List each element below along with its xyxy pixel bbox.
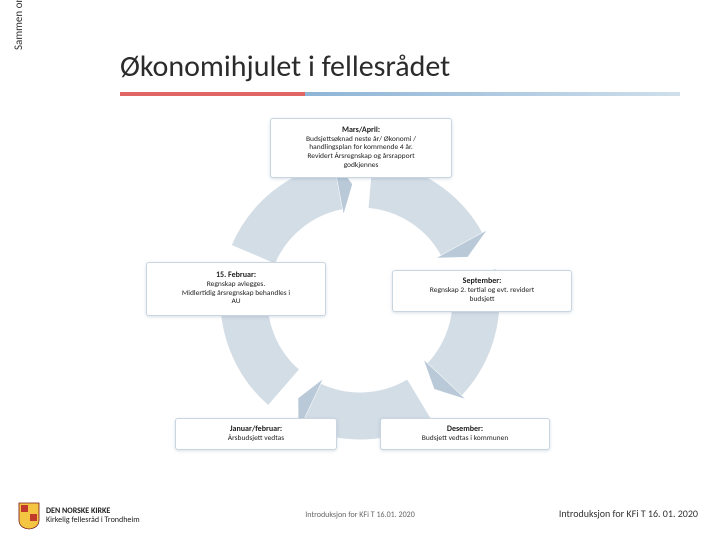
box-title: Desember: [447, 425, 483, 434]
cycle-box-bottom-right: Desember: Budsjett vedtas i kommunen [380, 418, 550, 450]
box-line: godkjennes [344, 162, 379, 171]
box-line: Årsbudsjett vedtas [228, 435, 284, 444]
box-title: September: [463, 277, 502, 286]
title-underline [120, 92, 680, 96]
org-line2: Kirkelig fellesråd i Trondheim [46, 516, 140, 525]
footer-left: DEN NORSKE KIRKE Kirkelig fellesråd i Tr… [18, 502, 140, 530]
box-title: Mars/April: [342, 126, 380, 135]
box-title: 15. Februar: [216, 271, 256, 280]
cycle-box-right: September: Regnskap 2. tertial og evt. r… [392, 270, 572, 312]
footer-center: Introduksjon for KFi T 16.01. 2020 [305, 510, 415, 520]
box-line: budsjett [470, 296, 495, 305]
page-title: Økonomihjulet i fellesrådet [120, 48, 450, 85]
cycle-box-top: Mars/April: Budsjettsøknad neste år/ Øko… [270, 118, 452, 178]
cycle-box-bottom-left: Januar/februar: Årsbudsjett vedtas [175, 418, 337, 450]
box-title: Januar/februar: [230, 425, 282, 434]
footer-right: Introduksjon for KFi T 16. 01. 2020 [559, 507, 698, 520]
vertical-label: Sammen om [12, 0, 25, 50]
shield-icon [18, 502, 40, 530]
box-line: AU [231, 298, 240, 307]
box-line: Budsjett vedtas i kommunen [422, 435, 509, 444]
org-text: DEN NORSKE KIRKE Kirkelig fellesråd i Tr… [46, 507, 140, 525]
cycle-box-left: 15. Februar: Regnskap avlegges.Midlertid… [146, 262, 326, 316]
